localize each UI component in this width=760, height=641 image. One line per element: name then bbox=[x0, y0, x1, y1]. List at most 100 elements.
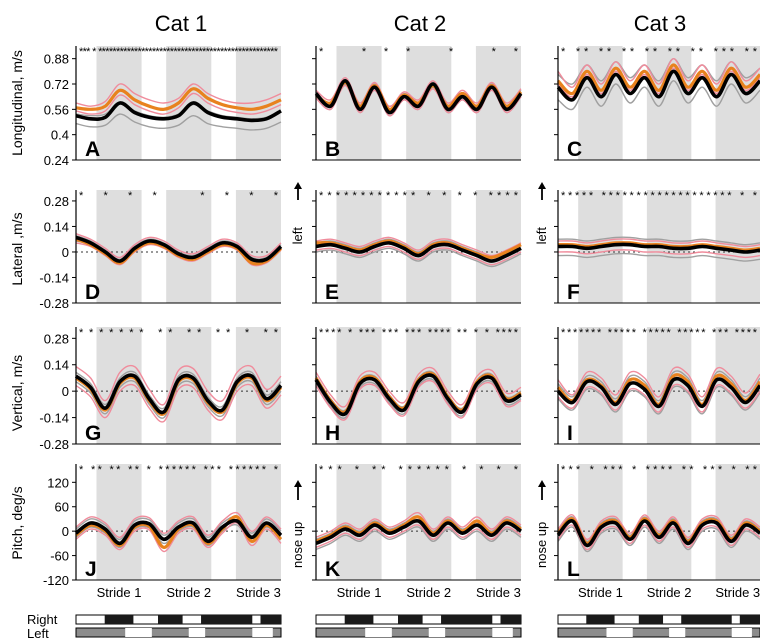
y-tick-label: 0 bbox=[62, 384, 69, 399]
stance-shade-3 bbox=[715, 46, 760, 160]
series-gray-1 bbox=[315, 526, 522, 551]
y-tick-label: 0.14 bbox=[44, 219, 69, 234]
significance-markers: **** **** bbox=[79, 190, 279, 202]
panel-J: 120 60 0 -60 -120 * ** ** ** * ****** *** **… bbox=[43, 464, 283, 600]
series-gray-2 bbox=[557, 252, 760, 262]
arrow-up-icon bbox=[538, 480, 546, 487]
series-pink-1 bbox=[315, 511, 522, 538]
significance-markers: *** * **********************************… bbox=[79, 46, 279, 58]
y-tick-label: 0.28 bbox=[44, 194, 69, 209]
series-pink-1 bbox=[75, 83, 282, 107]
y-tick-label: 0.4 bbox=[51, 128, 69, 143]
panel-C: * ** ** ** ** ** ** *** **C bbox=[554, 46, 760, 161]
panel-K: *** * ** ****** * * * * K Stride 1 Stride 2… bbox=[312, 464, 523, 600]
y-tick-label: 0.24 bbox=[44, 153, 69, 168]
y-tick-label: -0.28 bbox=[39, 296, 69, 311]
arrow-up-icon bbox=[294, 480, 302, 487]
series-mean bbox=[314, 373, 522, 417]
series-orange bbox=[315, 515, 522, 543]
series-gray-2 bbox=[75, 515, 282, 540]
y-tick-label: 0.14 bbox=[44, 358, 69, 373]
series-mean bbox=[315, 241, 522, 263]
direction-label-lateral-cat3: left bbox=[534, 182, 549, 244]
stride-label-1: Stride 1 bbox=[97, 585, 142, 600]
series-gray-1 bbox=[75, 113, 282, 131]
right-stance-segment-1 bbox=[586, 615, 615, 624]
stance-shade-2 bbox=[166, 46, 212, 160]
left-swing-segment-2 bbox=[428, 628, 446, 637]
left-swing-segment-1 bbox=[125, 628, 152, 637]
significance-markers: **** * *** *** *** **** ** * * **** bbox=[319, 327, 519, 339]
series-pink-1 bbox=[315, 236, 522, 257]
significance-markers: ******* ** ** ** * ** bbox=[79, 327, 279, 339]
y-tick-label: 0 bbox=[62, 245, 69, 260]
stance-shade-3 bbox=[235, 190, 281, 303]
direction-label-pitch-cat3: nose up bbox=[534, 480, 549, 568]
significance-markers: ************ * * * * **** bbox=[319, 190, 519, 202]
left-swing-segment-3 bbox=[252, 628, 273, 637]
series-mean bbox=[314, 79, 523, 115]
series-gray-1 bbox=[557, 236, 760, 246]
left-limb-label: Left bbox=[27, 626, 49, 641]
series-pink-1 bbox=[557, 514, 760, 540]
direction-label-pitch-cat2: nose up bbox=[290, 480, 305, 568]
left-direction-label: left bbox=[290, 227, 305, 245]
panel-label-I: I bbox=[567, 422, 573, 445]
panel-B: * *** * ** B bbox=[312, 46, 523, 161]
ylabel-vertical: Vertical, m/s bbox=[9, 355, 25, 431]
stride-label-1: Stride 1 bbox=[337, 585, 382, 600]
nose-up-direction-label: nose up bbox=[290, 522, 305, 568]
left-swing-segment-2 bbox=[669, 628, 686, 637]
significance-markers: *** * ** ****** * * * * bbox=[319, 464, 519, 476]
panels-layer: 0.88 0.72 0.56 0.4 0.24 *** * **************… bbox=[39, 46, 760, 638]
left-stance-bar bbox=[557, 627, 760, 638]
stride-label-3: Stride 3 bbox=[715, 585, 760, 600]
stride-label-2: Stride 2 bbox=[406, 585, 451, 600]
stance-bars-1 bbox=[75, 614, 282, 638]
y-tick-label: 0 bbox=[62, 524, 69, 539]
series-mean bbox=[75, 235, 283, 263]
right-stance-segment-3 bbox=[441, 615, 493, 624]
right-stance-segment-2 bbox=[638, 615, 664, 624]
series-pink-1 bbox=[75, 511, 282, 538]
series-pink-1 bbox=[75, 364, 282, 406]
panel-I: ******* ***** ***** ***** *** ****I bbox=[554, 327, 760, 445]
series-mean bbox=[556, 376, 760, 409]
stride-label-2: Stride 2 bbox=[647, 585, 692, 600]
series-gray-1 bbox=[557, 385, 760, 415]
series-orange bbox=[556, 63, 760, 96]
series-pink-1 bbox=[557, 366, 760, 398]
series-pink-2 bbox=[315, 245, 522, 266]
left-swing-segment-2 bbox=[188, 628, 206, 637]
right-stance-segment-2 bbox=[398, 615, 423, 624]
series-pink-2 bbox=[315, 379, 522, 421]
left-swing-segment-3 bbox=[492, 628, 513, 637]
panel-D: 0.28 0.14 0 -0.14 -0.28 **** **** D bbox=[39, 190, 283, 311]
arrow-up-icon bbox=[538, 182, 546, 189]
series-pink-2 bbox=[315, 524, 522, 549]
series-gray-1 bbox=[315, 247, 522, 268]
panel-label-G: G bbox=[85, 422, 101, 445]
series-gray-1 bbox=[557, 80, 760, 111]
stride-label-3: Stride 3 bbox=[476, 585, 521, 600]
series-gray-1 bbox=[557, 526, 760, 553]
panel-label-A: A bbox=[85, 138, 100, 161]
y-tick-label: -120 bbox=[43, 573, 69, 588]
panel-label-F: F bbox=[567, 281, 580, 304]
left-swing-segment-1 bbox=[606, 628, 633, 637]
right-stance-segment-1 bbox=[104, 615, 134, 624]
right-stance-segment-4 bbox=[500, 615, 521, 624]
y-tick-label: -0.14 bbox=[39, 270, 69, 285]
stance-shade-2 bbox=[166, 190, 212, 303]
panel-H: **** * *** *** *** **** ** * * **** H bbox=[312, 327, 522, 445]
panel-label-L: L bbox=[567, 558, 580, 581]
y-tick-label: 0.72 bbox=[44, 77, 69, 92]
right-limb-label: Right bbox=[27, 612, 58, 627]
y-tick-label: -0.28 bbox=[39, 437, 69, 452]
ylabel-pitch: Pitch, deg/s bbox=[9, 486, 25, 559]
series-pink-1 bbox=[557, 238, 760, 248]
left-stance-bar bbox=[75, 627, 282, 638]
y-tick-label: -0.14 bbox=[39, 411, 69, 426]
panel-F: ***** ******************* * * F bbox=[554, 190, 760, 304]
